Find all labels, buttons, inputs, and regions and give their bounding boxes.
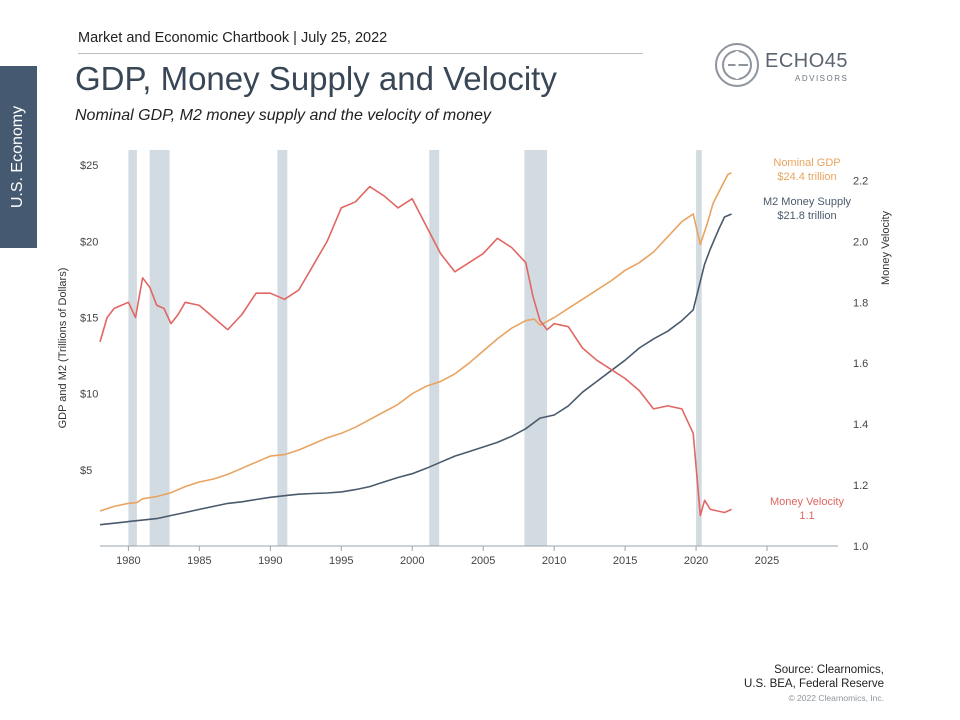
right-tick-label: 2.0: [853, 236, 868, 248]
right-axis-label: Money Velocity: [880, 211, 892, 285]
company-logo: ECHO45 ADVISORS: [714, 41, 864, 89]
series-labels: Nominal GDP $24.4 trillion M2 Money Supply…: [763, 157, 852, 522]
recession-band: [149, 150, 170, 546]
x-tick-label: 2020: [684, 555, 708, 567]
right-tick-label: 1.2: [853, 480, 868, 492]
recession-band: [128, 150, 137, 546]
x-tick-label: 2010: [542, 555, 566, 567]
m2-money-supply-line: [99, 213, 732, 526]
recession-bands: [128, 150, 702, 546]
header-divider: [78, 53, 643, 54]
recession-band: [524, 150, 548, 546]
right-tick-label: 2.2: [853, 175, 868, 187]
left-tick-label: $15: [80, 313, 98, 325]
x-tick-label: 1990: [258, 555, 282, 567]
x-tick-label: 2025: [755, 555, 779, 567]
left-axis-label: GDP and M2 (Trillions of Dollars): [57, 268, 69, 429]
chartbook-date: Market and Economic Chartbook | July 25,…: [78, 30, 388, 46]
source-line-1: Source: Clearnomics,: [774, 664, 884, 676]
right-tick-label: 1.8: [853, 297, 868, 309]
left-tick-label: $20: [80, 236, 98, 248]
copyright-note: © 2022 Clearnomics, Inc.: [788, 693, 884, 703]
right-tick-label: 1.0: [853, 541, 868, 553]
left-tick-label: $25: [80, 160, 98, 172]
right-tick-label: 1.4: [853, 419, 868, 431]
money-velocity-line: [99, 185, 732, 517]
nominal-gdp-label: Nominal GDP $24.4 trillion: [773, 157, 840, 183]
recession-band: [277, 150, 288, 546]
x-tick-label: 1985: [187, 555, 211, 567]
left-tick-label: $10: [80, 389, 98, 401]
page-title: GDP, Money Supply and Velocity: [75, 60, 557, 97]
section-tab: U.S. Economy: [0, 66, 37, 248]
x-axis-ticks: 1980 1985 1990 1995 2000 2005 2010 2015 2020 2025: [116, 546, 779, 567]
money-velocity-label: Money Velocity 1.1: [770, 496, 844, 522]
echo45-logo-icon: [715, 43, 759, 87]
series-lines: [99, 172, 732, 526]
x-tick-label: 1995: [329, 555, 353, 567]
x-tick-label: 2000: [400, 555, 424, 567]
x-tick-label: 2005: [471, 555, 495, 567]
right-axis-ticks: 1.0 1.2 1.4 1.6 1.8 2.0 2.2: [853, 175, 868, 553]
m2-money-supply-label: M2 Money Supply $21.8 trillion: [763, 196, 852, 222]
left-axis-ticks: $5 $10 $15 $20 $25: [80, 160, 98, 477]
left-tick-label: $5: [80, 465, 92, 477]
logo-subtitle: ADVISORS: [795, 74, 849, 83]
x-tick-label: 2015: [613, 555, 637, 567]
source-line-2: U.S. BEA, Federal Reserve: [744, 678, 884, 690]
right-tick-label: 1.6: [853, 358, 868, 370]
nominal-gdp-line: [99, 172, 732, 512]
x-tick-label: 1980: [116, 555, 140, 567]
recession-band: [429, 150, 440, 546]
source-note: Source: Clearnomics, U.S. BEA, Federal R…: [744, 663, 884, 691]
page-subtitle: Nominal GDP, M2 money supply and the vel…: [75, 107, 491, 124]
logo-name: ECHO45: [765, 50, 849, 72]
recession-band: [696, 150, 702, 546]
